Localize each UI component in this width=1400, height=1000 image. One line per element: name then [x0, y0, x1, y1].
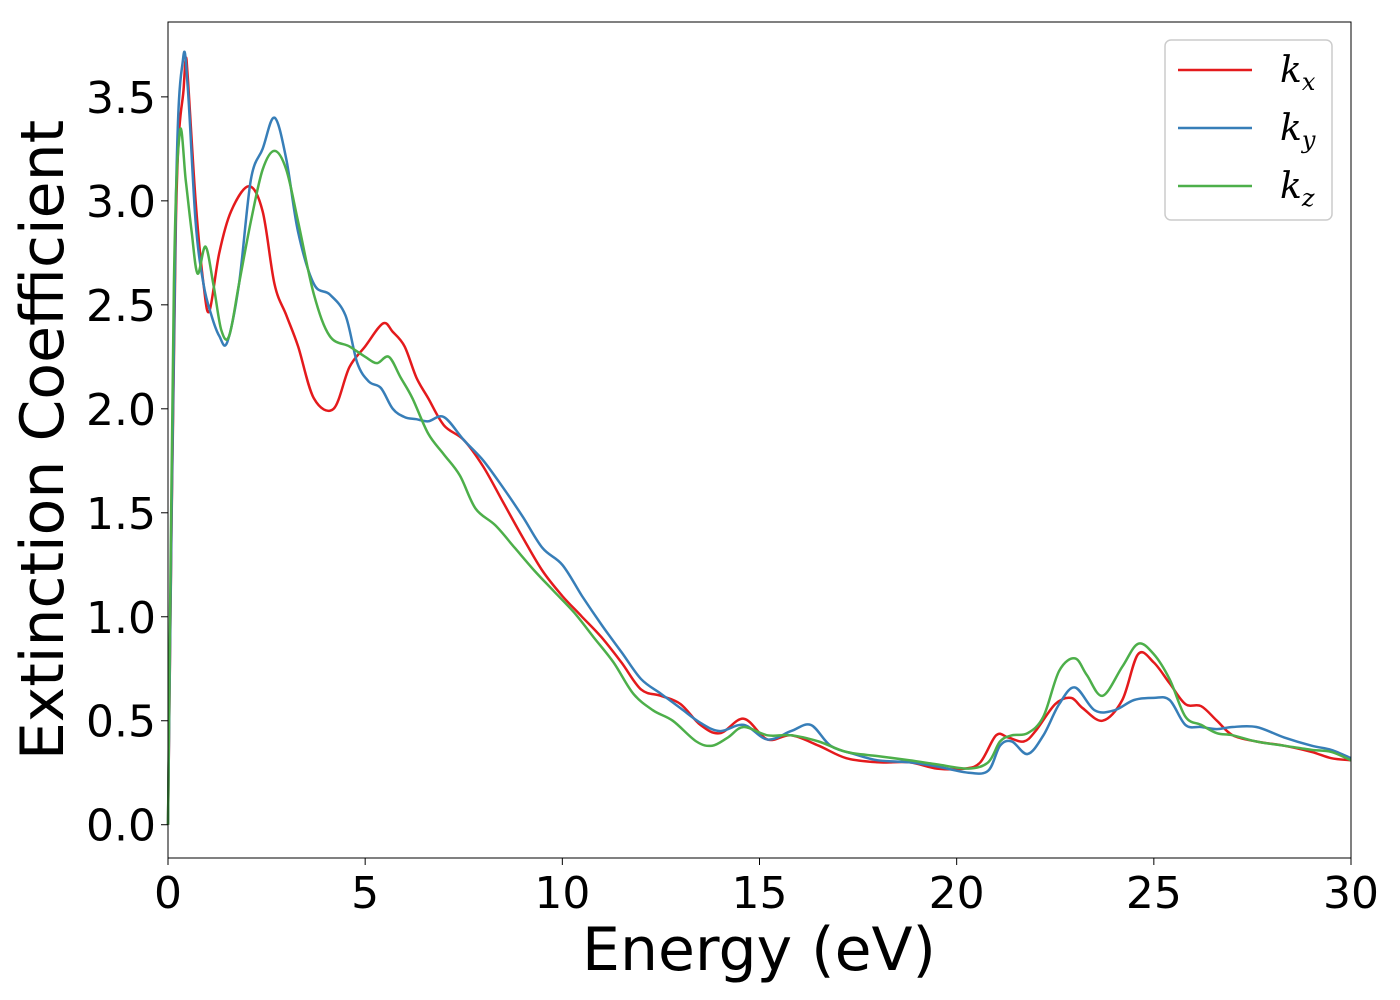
- y-tick-label: 0.5: [86, 697, 156, 748]
- y-axis: 0.0 0.5 1.0 1.5 2.0 2.5 3.0 3.5: [86, 73, 168, 852]
- x-tick-label: 10: [534, 868, 590, 919]
- y-tick-label: 3.5: [86, 73, 156, 124]
- legend-box: [1164, 39, 1333, 221]
- y-tick-label: 1.0: [86, 593, 156, 644]
- series-line-z: [166, 127, 1352, 825]
- x-tick-label: 30: [1323, 868, 1379, 919]
- y-tick-label: 2.0: [86, 385, 156, 436]
- x-tick-label: 20: [929, 868, 985, 919]
- series-line-y: [166, 50, 1352, 825]
- x-axis: 0 5 10 15 20 25 30: [154, 858, 1379, 919]
- x-axis-title: Energy (eV): [582, 915, 936, 985]
- x-tick-label: 25: [1126, 868, 1182, 919]
- y-tick-label: 0.0: [86, 801, 156, 852]
- y-tick-label: 3.0: [86, 177, 156, 228]
- x-tick-label: 5: [351, 868, 379, 919]
- y-tick-label: 1.5: [86, 489, 156, 540]
- y-axis-title: Extinction Coefficient: [8, 120, 78, 760]
- x-tick-label: 15: [732, 868, 788, 919]
- series-layer: [166, 50, 1352, 825]
- series-line-x: [166, 56, 1352, 825]
- y-tick-label: 2.5: [86, 281, 156, 332]
- x-tick-label: 0: [154, 868, 182, 919]
